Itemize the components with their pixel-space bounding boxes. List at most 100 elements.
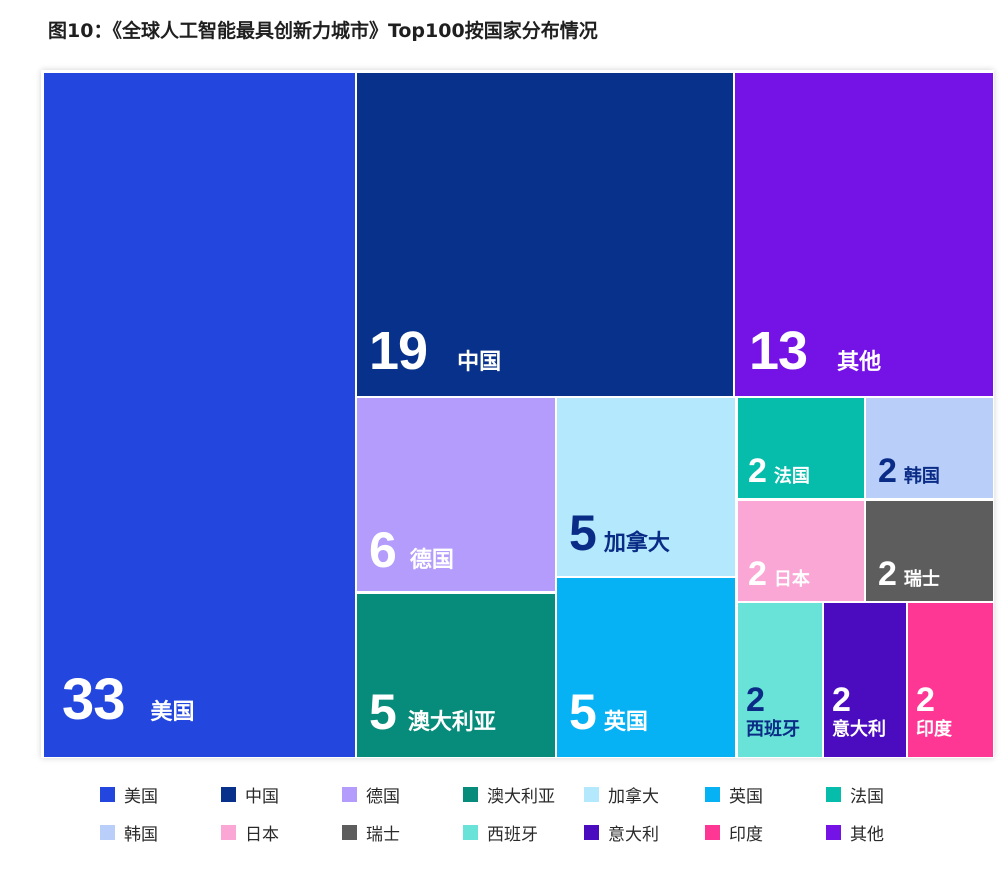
tile-value: 2 <box>878 555 897 593</box>
legend-label: 加拿大 <box>608 786 659 807</box>
legend-label: 意大利 <box>608 824 659 845</box>
legend-label: 其他 <box>850 824 884 845</box>
treemap: 33 美国 19 中国 13 其他 6 德国 5 加拿大 5 澳大利亚 5 英国 2 法国 2 韩国 2 日本 2 瑞士 2… <box>41 70 994 758</box>
treemap-tile: 5 加拿大 <box>557 398 735 576</box>
tile-label: 5 加拿大 <box>569 508 670 558</box>
tile-value: 5 <box>569 505 597 561</box>
tile-label: 2 韩国 <box>878 454 940 488</box>
tile-label: 33 美国 <box>62 671 195 729</box>
legend-item: 中国 <box>221 782 342 807</box>
legend-item: 美国 <box>100 782 221 807</box>
tile-category: 中国 <box>457 350 502 375</box>
legend-item: 德国 <box>342 782 463 807</box>
tile-value: 2 <box>748 452 767 490</box>
legend-swatch <box>584 824 599 840</box>
tile-value: 13 <box>749 321 808 381</box>
legend: 美国 中国 德国 澳大利亚 加拿大 英国 法国韩国 日本 瑞士 西班牙 意大利 印度 其他 <box>100 782 960 845</box>
legend-label: 瑞士 <box>366 824 400 845</box>
tile-value: 2 <box>746 681 765 719</box>
legend-swatch <box>100 786 115 802</box>
legend-label: 英国 <box>729 786 763 807</box>
legend-swatch <box>584 786 599 802</box>
legend-item: 加拿大 <box>584 782 705 807</box>
legend-label: 西班牙 <box>487 824 538 845</box>
tile-category: 澳大利亚 <box>407 710 496 735</box>
tile-label: 13 其他 <box>749 324 881 378</box>
tile-value: 2 <box>916 681 935 719</box>
legend-label: 日本 <box>245 824 279 845</box>
treemap-tile: 2 印度 <box>908 603 993 757</box>
legend-item: 瑞士 <box>342 820 463 845</box>
legend-label: 德国 <box>366 786 400 807</box>
tile-label: 2 意大利 <box>832 683 886 739</box>
legend-swatch <box>221 824 236 840</box>
legend-swatch <box>705 824 720 840</box>
legend-label: 中国 <box>245 786 279 807</box>
tile-value: 2 <box>832 681 851 719</box>
legend-item: 日本 <box>221 820 342 845</box>
tile-label: 6 德国 <box>369 525 454 575</box>
tile-category: 德国 <box>409 548 454 573</box>
legend-item: 法国 <box>826 782 947 807</box>
tile-category: 韩国 <box>903 466 940 487</box>
treemap-tile: 13 其他 <box>735 73 993 396</box>
treemap-tile: 19 中国 <box>357 73 733 396</box>
legend-label: 印度 <box>729 824 763 845</box>
tile-category: 其他 <box>837 350 882 375</box>
tile-category: 瑞士 <box>903 569 940 590</box>
legend-swatch <box>342 824 357 840</box>
legend-label: 美国 <box>124 786 158 807</box>
tile-label: 2 法国 <box>748 454 810 488</box>
treemap-tile: 2 法国 <box>738 398 864 498</box>
legend-swatch <box>826 824 841 840</box>
tile-value: 2 <box>878 452 897 490</box>
tile-value: 6 <box>369 522 397 578</box>
legend-item: 西班牙 <box>463 820 584 845</box>
treemap-tile: 2 韩国 <box>866 398 993 498</box>
treemap-tile: 5 英国 <box>557 578 735 757</box>
chart-title: 图10：《全球人工智能最具创新力城市》Top100按国家分布情况 <box>48 20 598 42</box>
tile-label: 2 西班牙 <box>746 683 800 739</box>
legend-item: 韩国 <box>100 820 221 845</box>
tile-value: 2 <box>748 555 767 593</box>
tile-label: 19 中国 <box>369 324 501 378</box>
treemap-tile: 6 德国 <box>357 398 555 591</box>
legend-label: 韩国 <box>124 824 158 845</box>
legend-swatch <box>342 786 357 802</box>
tile-category: 美国 <box>150 700 195 725</box>
tile-category: 法国 <box>773 466 810 487</box>
tile-value: 19 <box>369 321 428 381</box>
tile-category: 意大利 <box>832 719 886 740</box>
legend-swatch <box>463 824 478 840</box>
tile-label: 5 英国 <box>569 687 648 737</box>
treemap-tile: 2 意大利 <box>824 603 906 757</box>
treemap-tile: 2 日本 <box>738 501 864 601</box>
tile-value: 5 <box>369 684 397 740</box>
tile-category: 西班牙 <box>746 719 800 740</box>
tile-label: 5 澳大利亚 <box>369 687 496 737</box>
legend-label: 法国 <box>850 786 884 807</box>
tile-category: 英国 <box>603 710 648 735</box>
legend-swatch <box>100 824 115 840</box>
legend-swatch <box>463 786 478 802</box>
tile-category: 加拿大 <box>603 531 670 556</box>
legend-item: 印度 <box>705 820 826 845</box>
treemap-tile: 2 瑞士 <box>866 501 993 601</box>
legend-item: 澳大利亚 <box>463 782 584 807</box>
legend-label: 澳大利亚 <box>487 786 555 807</box>
tile-label: 2 日本 <box>748 557 810 591</box>
legend-swatch <box>221 786 236 802</box>
tile-category: 印度 <box>916 719 952 740</box>
legend-item: 英国 <box>705 782 826 807</box>
tile-category: 日本 <box>773 569 810 590</box>
treemap-tile: 33 美国 <box>44 73 355 757</box>
tile-value: 33 <box>62 667 126 732</box>
tile-value: 5 <box>569 684 597 740</box>
legend-item: 其他 <box>826 820 947 845</box>
tile-label: 2 瑞士 <box>878 557 940 591</box>
legend-item: 意大利 <box>584 820 705 845</box>
treemap-tile: 2 西班牙 <box>738 603 822 757</box>
tile-label: 2 印度 <box>916 683 952 739</box>
legend-swatch <box>705 786 720 802</box>
treemap-tile: 5 澳大利亚 <box>357 594 555 757</box>
